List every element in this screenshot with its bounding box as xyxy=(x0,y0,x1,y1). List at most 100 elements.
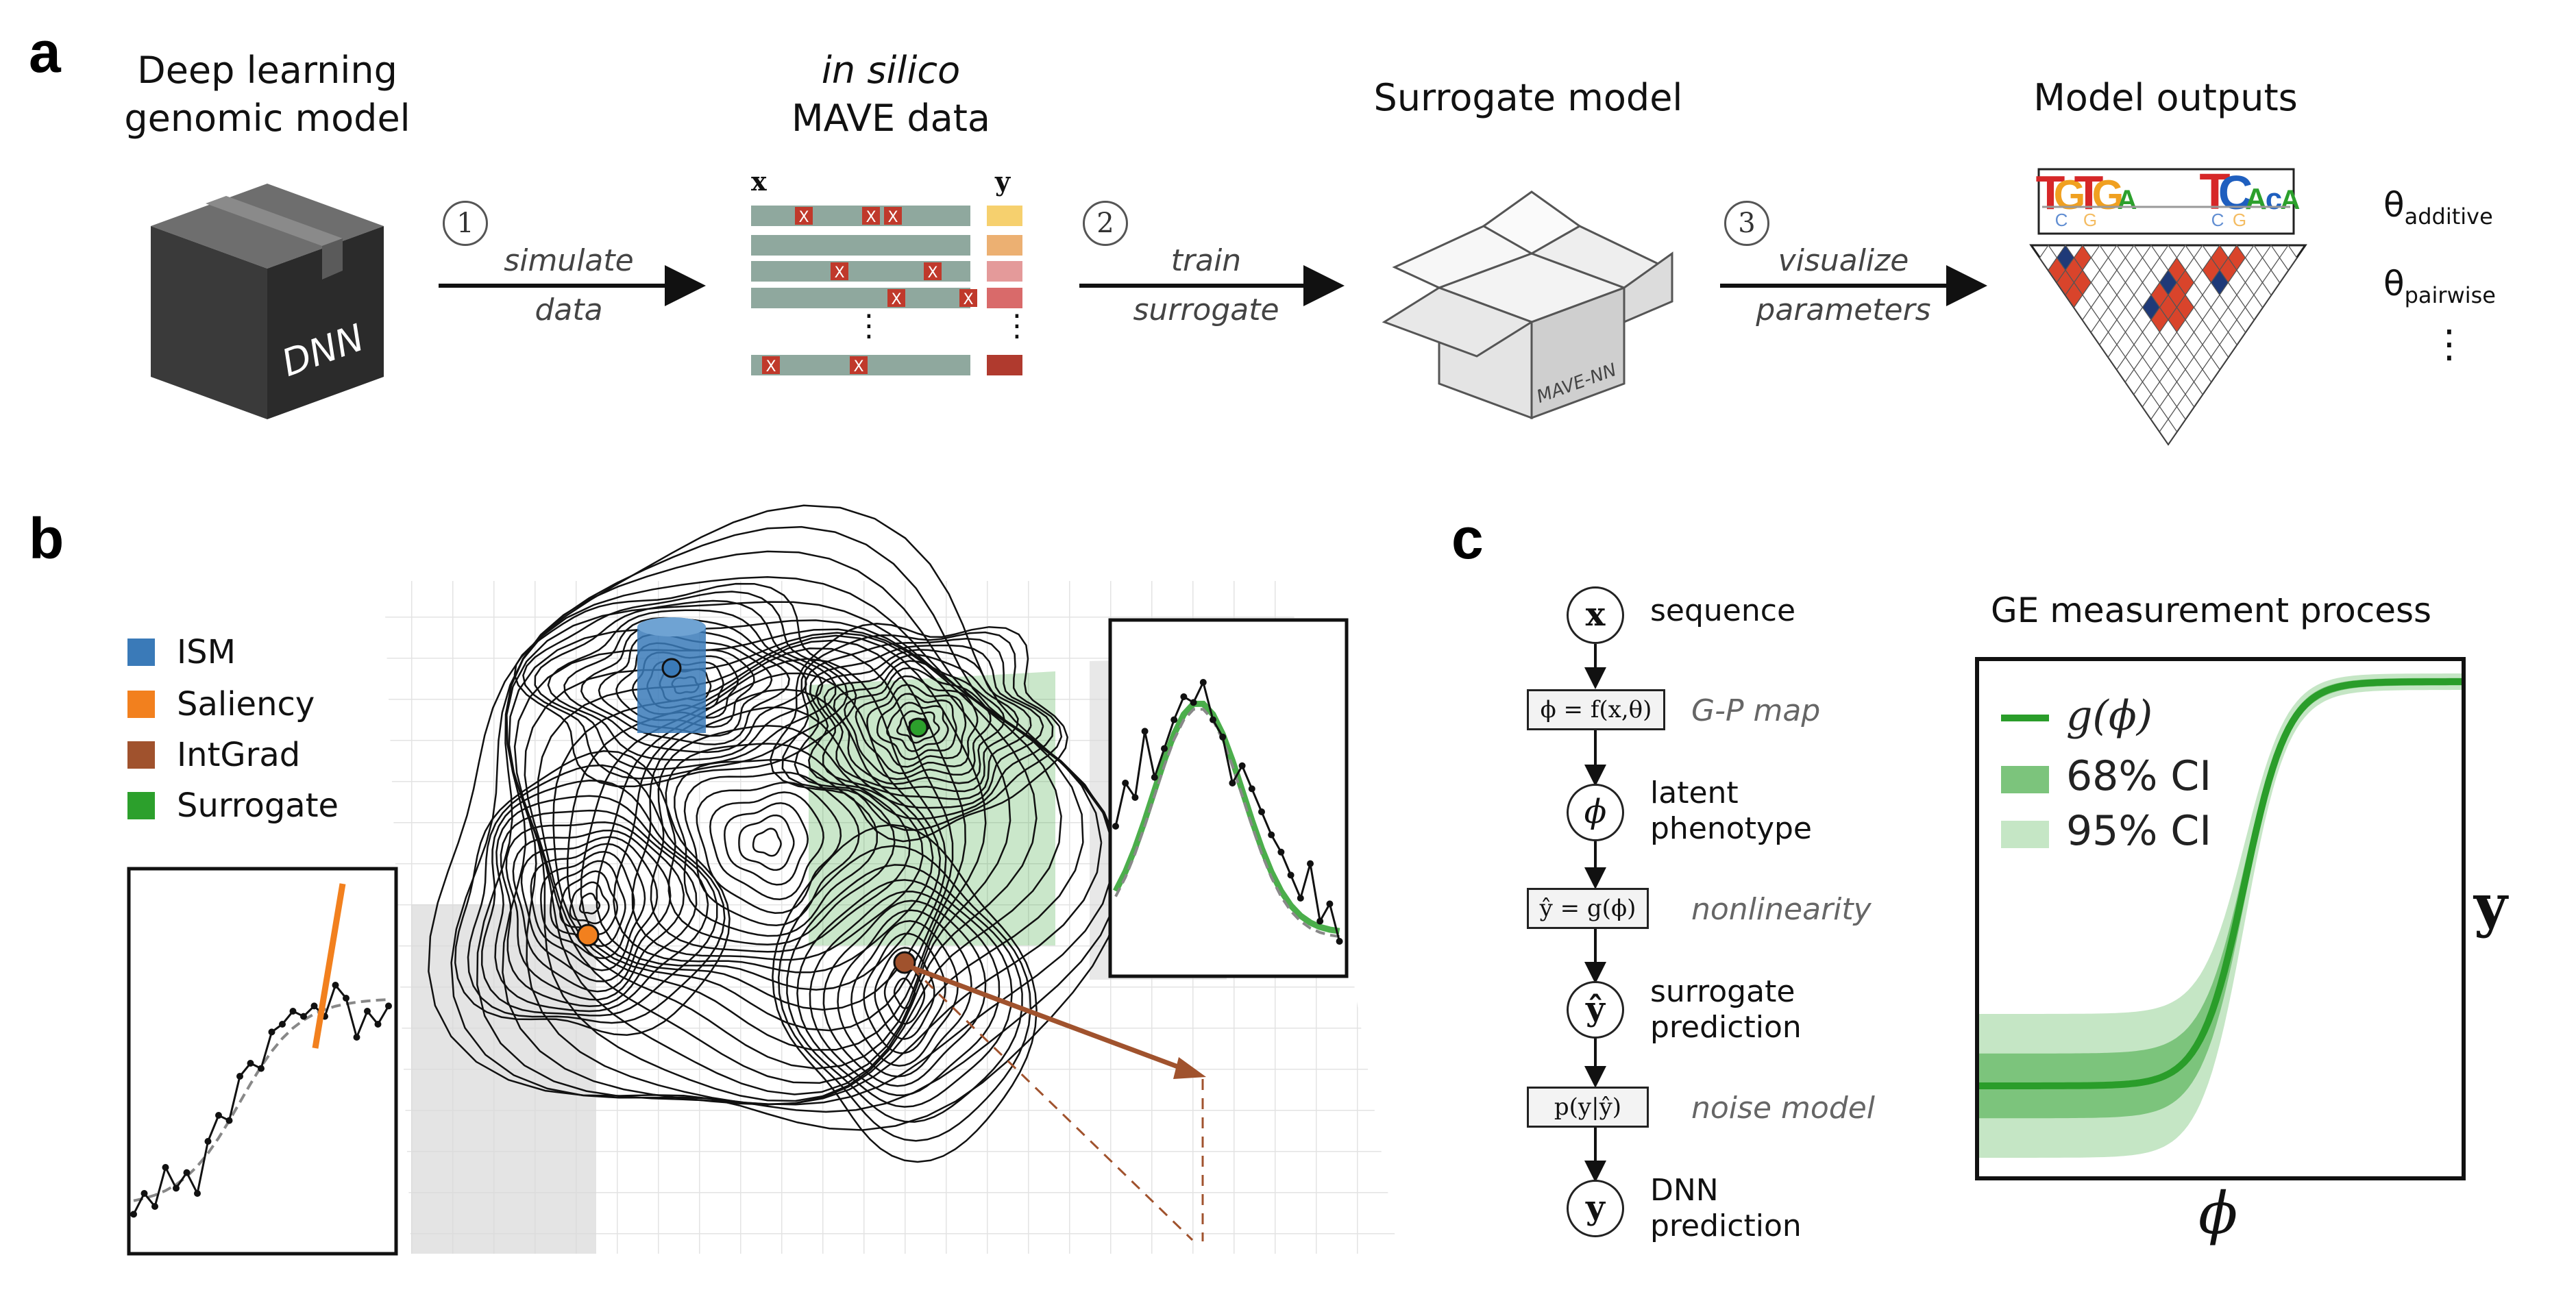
contour-line xyxy=(866,684,967,768)
contour-line xyxy=(559,870,619,936)
contour-line xyxy=(769,623,1068,843)
logo-letter: A xyxy=(2118,185,2137,215)
logo-letter: A xyxy=(2281,185,2301,215)
logo-letter: C xyxy=(2218,166,2253,219)
dnn-title-line1: Deep learning xyxy=(137,49,397,92)
step-1-number: 1 xyxy=(443,201,488,246)
mutation-label: X xyxy=(798,209,809,226)
box-gp-map: ϕ = f(x,θ) xyxy=(1527,689,1665,730)
node-x-label: sequence xyxy=(1650,593,1796,628)
legend-swatch-saliency xyxy=(127,691,155,718)
contour-line xyxy=(874,947,935,1040)
inset-point xyxy=(364,1008,371,1015)
mave-dots: ⋮ xyxy=(854,308,884,343)
y-value-swatch xyxy=(987,206,1022,226)
contour-line xyxy=(552,639,966,1051)
contour-line xyxy=(450,525,1121,1113)
mutation-label: X xyxy=(834,264,844,282)
inset-point xyxy=(300,1013,307,1020)
contour-line xyxy=(502,576,1103,1106)
ge-y-axis-label: y xyxy=(2474,871,2507,939)
contour-line xyxy=(512,829,672,993)
box-nonlinearity: ŷ = g(ϕ) xyxy=(1527,888,1649,929)
surrogate-point xyxy=(908,717,929,738)
contour-line xyxy=(428,504,1123,1131)
inset-series xyxy=(1114,679,1341,942)
contour-line xyxy=(796,879,1013,1108)
inset-point xyxy=(1316,917,1324,925)
contour-line xyxy=(550,860,626,947)
surrogate-fit xyxy=(1112,700,1340,934)
contour-line xyxy=(815,649,1032,800)
theta-more-dots: ⋮ xyxy=(2430,322,2468,367)
contour-line xyxy=(777,845,1032,1142)
contour-line xyxy=(480,780,718,1017)
contour-line xyxy=(578,892,601,915)
y-value-swatch xyxy=(987,261,1022,282)
g-phi-curve xyxy=(1979,678,2462,1089)
pairwise-heatmap xyxy=(2029,244,2307,446)
logo-letter-minor: C xyxy=(2211,210,2224,230)
mave-title: in silico MAVE data xyxy=(747,47,1035,142)
logo-letter: G xyxy=(2054,172,2086,218)
box-noise-model: p(y|ŷ) xyxy=(1527,1087,1649,1128)
ism-column xyxy=(637,617,706,733)
inset-point xyxy=(204,1138,212,1145)
inset-point xyxy=(1161,745,1168,752)
mutation-label: X xyxy=(853,358,863,375)
inset-point xyxy=(1229,780,1236,786)
node-yhat-label1: surrogate xyxy=(1650,974,1795,1009)
mutation-label: X xyxy=(887,209,898,226)
mutation-mark xyxy=(862,207,880,225)
step-2-label: train surrogate xyxy=(1117,236,1295,335)
node-phi: ϕ xyxy=(1567,784,1624,841)
inset-point xyxy=(374,1021,382,1028)
inset-point xyxy=(385,1002,392,1010)
inset-point xyxy=(194,1190,201,1197)
contour-line xyxy=(505,821,685,1001)
inset-point xyxy=(1180,693,1188,700)
mutation-label: X xyxy=(963,291,973,308)
inset-point xyxy=(1199,679,1207,686)
note-nonlinearity: nonlinearity xyxy=(1691,892,1872,927)
contour-line xyxy=(855,675,979,775)
node-yhat-label2: prediction xyxy=(1650,1010,1802,1045)
contour-line xyxy=(524,632,1011,1084)
node-y-label2: prediction xyxy=(1650,1208,1802,1243)
inset-trend xyxy=(133,998,389,1202)
mutation-mark xyxy=(795,207,813,225)
contour-line xyxy=(454,750,731,1036)
inset-point xyxy=(268,1028,275,1036)
logo-letter-minor: C xyxy=(2055,210,2068,230)
inset-point xyxy=(1219,733,1227,741)
inset-point xyxy=(215,1112,222,1119)
logo-letter-minor: G xyxy=(2233,210,2246,230)
legend-label-saliency: Saliency xyxy=(177,685,315,723)
heatmap-cell xyxy=(2279,244,2298,271)
contour-line xyxy=(467,764,726,1024)
inset-point xyxy=(173,1185,180,1192)
step-1-label: simulate data xyxy=(480,236,658,335)
panel-letter-a: a xyxy=(29,20,61,84)
inset-point xyxy=(1287,871,1295,879)
dnn-title: Deep learning genomic model xyxy=(116,47,418,142)
node-x: x xyxy=(1567,586,1624,644)
contour-landscape xyxy=(428,504,1123,1163)
contour-line xyxy=(786,864,1023,1123)
intgrad-point xyxy=(893,951,916,974)
contour-line xyxy=(772,823,1038,1163)
inset-point xyxy=(183,1169,191,1176)
surrogate-title: Surrogate model xyxy=(1373,76,1683,119)
legend-swatch-ism xyxy=(127,639,155,666)
node-y-label1: DNN xyxy=(1650,1173,1719,1208)
node-y-label: DNN prediction xyxy=(1650,1173,1802,1244)
saliency-gradient xyxy=(312,883,346,1049)
contour-line xyxy=(520,836,659,982)
theta-additive-symbol: θ xyxy=(2383,185,2405,225)
contour-line xyxy=(893,978,916,1009)
legend-label-surrogate: Surrogate xyxy=(177,786,339,825)
contour-line xyxy=(809,891,1001,1096)
mutation-mark xyxy=(924,262,942,280)
ge-legend-68: 68% CI xyxy=(2066,752,2212,800)
inset-point xyxy=(1336,938,1343,945)
